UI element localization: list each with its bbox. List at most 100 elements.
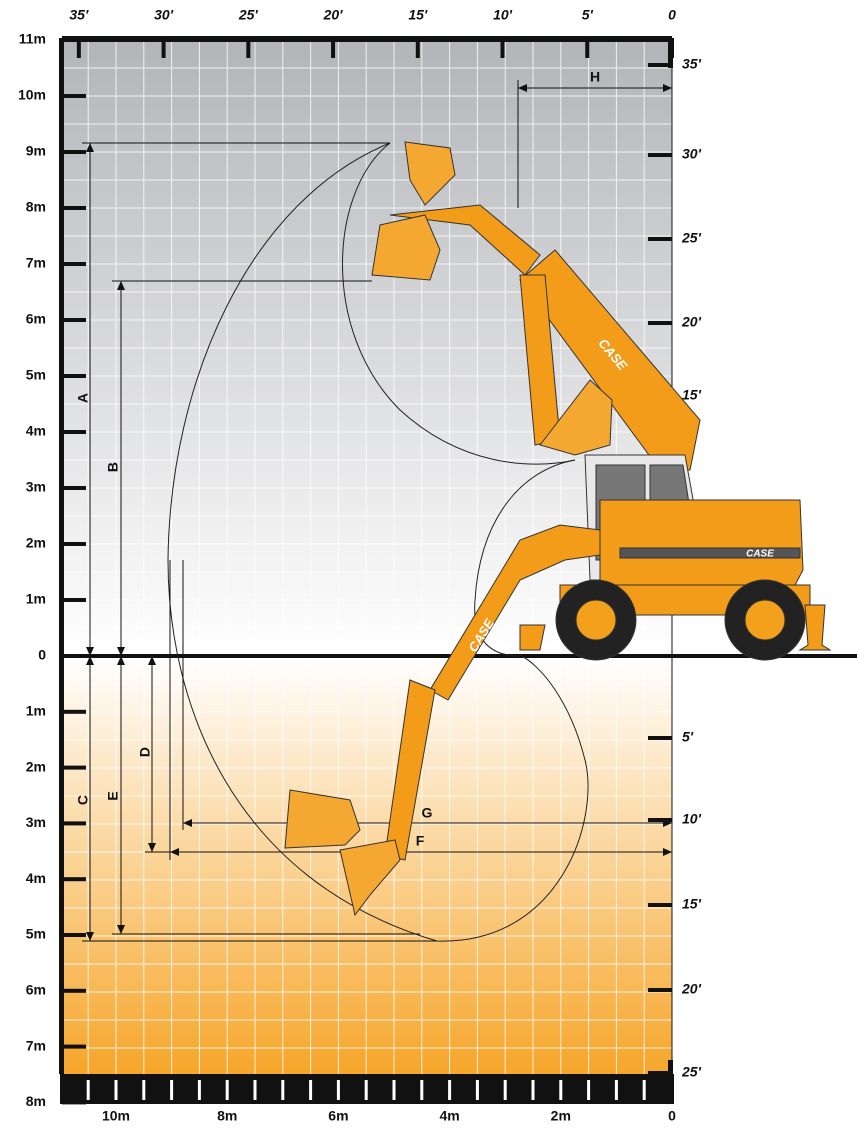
left-label: 0 (38, 647, 46, 663)
dimension-label: B (105, 462, 121, 472)
left-label: 7m (26, 255, 46, 271)
left-tick (62, 933, 86, 937)
top-tick (501, 38, 505, 58)
bottom-label: 0 (668, 1108, 676, 1124)
bottom-tick (281, 1080, 284, 1100)
right-tick (648, 1071, 672, 1075)
right-label: 20' (681, 314, 702, 330)
bottom-tick (365, 1080, 368, 1100)
left-tick (62, 262, 86, 266)
right-label: 15' (682, 896, 702, 912)
left-label: 2m (26, 535, 46, 551)
bottom-tick (115, 1080, 118, 1100)
top-bar (62, 36, 672, 42)
bottom-tick (198, 1080, 201, 1100)
bottom-tick (420, 1080, 423, 1100)
bottom-label: 8m (217, 1108, 237, 1124)
left-tick (62, 710, 86, 714)
right-tick (648, 988, 672, 992)
right-tick (648, 153, 672, 157)
left-label: 5m (26, 367, 46, 383)
left-tick (62, 486, 86, 490)
left-tick (62, 766, 86, 770)
top-label: 30' (154, 7, 174, 23)
bottom-tick (142, 1080, 145, 1100)
right-label: 10' (682, 811, 702, 827)
bottom-tick (504, 1080, 507, 1100)
bottom-label: 6m (328, 1108, 348, 1124)
top-label: 10' (493, 7, 513, 23)
left-label: 3m (26, 814, 46, 830)
hub (576, 600, 616, 640)
right-label: 5' (682, 729, 694, 745)
right-tick (648, 63, 672, 67)
dimension-label: F (416, 833, 425, 849)
top-label: 0 (668, 7, 676, 23)
hub (745, 600, 785, 640)
bottom-label: 4m (439, 1108, 459, 1124)
left-label: 11m (19, 31, 46, 47)
left-label: 7m (26, 1037, 46, 1053)
left-label: 8m (26, 199, 46, 215)
right-label: 30' (682, 146, 702, 162)
dimension-label: A (75, 393, 91, 403)
body (600, 500, 803, 585)
right-label: 15' (682, 387, 702, 403)
bottom-tick (476, 1080, 479, 1100)
left-label: 4m (26, 870, 46, 886)
left-label: 6m (26, 982, 46, 998)
bottom-tick (226, 1080, 229, 1100)
right-tick (648, 903, 672, 907)
bottom-tick (393, 1080, 396, 1100)
left-tick (62, 542, 86, 546)
left-label: 1m (26, 703, 46, 719)
dimension-label: G (422, 805, 433, 821)
dimension-label: D (137, 747, 153, 757)
left-tick (62, 150, 86, 154)
top-tick (331, 38, 335, 58)
right-label: 25' (681, 1064, 702, 1080)
left-label: 9m (26, 143, 46, 159)
bottom-tick (615, 1080, 618, 1100)
diagram: CASE CASE CASE 35'30'25'20'15'10'5'011m1… (0, 0, 857, 1129)
left-label: 10m (18, 87, 46, 103)
top-label: 20' (323, 7, 344, 23)
left-tick (62, 94, 86, 98)
top-tick (670, 38, 674, 58)
dimension-label: C (75, 795, 91, 805)
page: CASE CASE CASE 35'30'25'20'15'10'5'011m1… (0, 0, 857, 1129)
left-label: 6m (26, 311, 46, 327)
left-bar (59, 38, 64, 1074)
bottom-label: 2m (551, 1108, 571, 1124)
right-tick (648, 736, 672, 740)
dimension-label: H (590, 69, 600, 85)
bottom-tick (337, 1080, 340, 1100)
left-tick (62, 598, 86, 602)
left-label: 3m (26, 479, 46, 495)
left-tick (62, 206, 86, 210)
right-label: 35' (682, 56, 702, 72)
dimension-label: E (105, 791, 121, 800)
left-tick (62, 1100, 86, 1104)
bottom-tick (559, 1080, 562, 1100)
bottom-tick (87, 1080, 90, 1100)
top-tick (585, 38, 589, 58)
left-label: 4m (26, 423, 46, 439)
left-tick (62, 374, 86, 378)
bottom-tick (170, 1080, 173, 1100)
left-tick (62, 989, 86, 993)
top-tick (162, 38, 166, 58)
left-label: 8m (26, 1093, 46, 1109)
top-label: 25' (238, 7, 259, 23)
left-tick (62, 821, 86, 825)
brand-body: CASE (746, 549, 774, 560)
bottom-tick (309, 1080, 312, 1100)
left-label: 5m (26, 926, 46, 942)
bottom-tick (254, 1080, 257, 1100)
top-label: 5' (582, 7, 594, 23)
top-tick (246, 38, 250, 58)
left-tick (62, 318, 86, 322)
right-tick (648, 237, 672, 241)
left-tick (62, 38, 86, 42)
bottom-label: 10m (102, 1108, 130, 1124)
